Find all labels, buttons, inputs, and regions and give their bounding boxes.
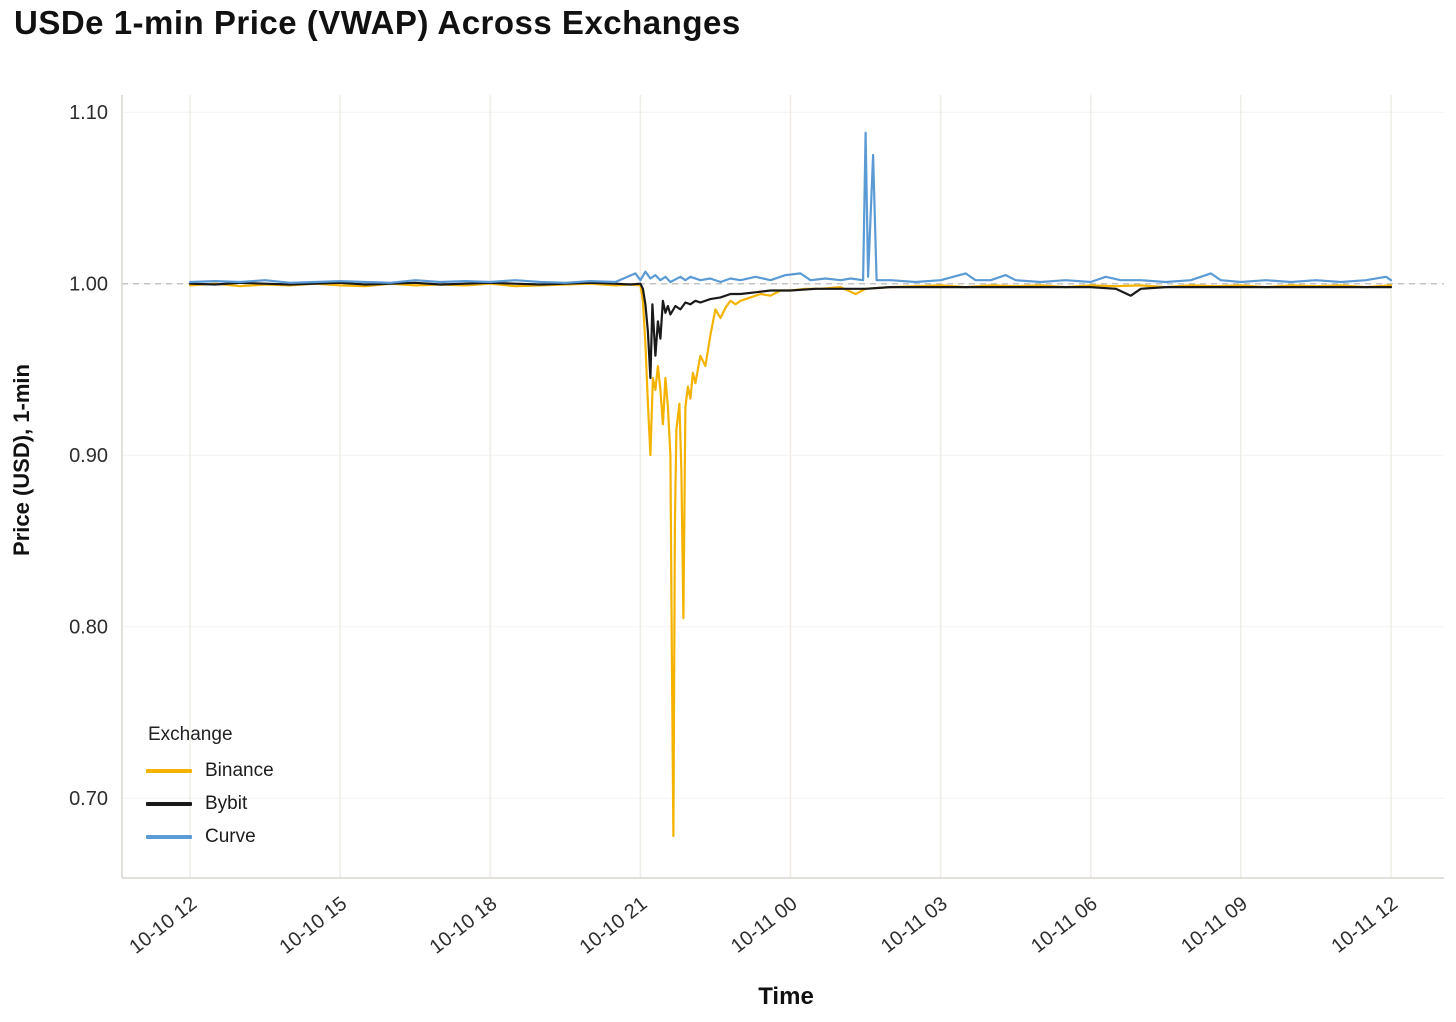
legend-swatch-bybit xyxy=(146,801,192,806)
x-tick-label-10-11-12: 10-11 12 xyxy=(1327,893,1402,958)
legend: Exchange Binance Bybit Curve xyxy=(146,724,274,853)
y-tick-label-0.80: 0.80 xyxy=(69,617,108,639)
legend-item-curve: Curve xyxy=(146,820,274,853)
x-tick-label-10-10-15: 10-10 15 xyxy=(276,893,352,959)
y-tick-label-0.90: 0.90 xyxy=(69,445,108,467)
y-tick-label-1.00: 1.00 xyxy=(69,274,108,296)
x-axis-label: Time xyxy=(758,983,814,1010)
legend-swatch-binance xyxy=(146,768,192,773)
y-tick-label-1.10: 1.10 xyxy=(69,102,108,124)
x-tick-label-10-11-00: 10-11 00 xyxy=(727,893,802,958)
legend-item-bybit: Bybit xyxy=(146,787,274,820)
legend-title: Exchange xyxy=(148,724,233,745)
legend-label: Curve xyxy=(205,825,256,847)
x-tick-label-10-10-21: 10-10 21 xyxy=(576,893,652,959)
series-line-curve xyxy=(189,131,1393,284)
x-tick-label-10-11-03: 10-11 03 xyxy=(877,893,952,958)
legend-swatch-curve xyxy=(146,834,192,839)
chart-title: USDe 1-min Price (VWAP) Across Exchanges xyxy=(14,4,741,41)
y-axis-label: Price (USD), 1-min xyxy=(9,364,34,556)
legend-label: Binance xyxy=(205,759,274,781)
x-tick-label-10-11-09: 10-11 09 xyxy=(1177,893,1252,958)
legend-items: Binance Bybit Curve xyxy=(146,754,274,853)
x-tick-label-10-10-18: 10-10 18 xyxy=(426,893,502,959)
x-tick-label-10-11-06: 10-11 06 xyxy=(1027,893,1102,958)
y-tick-label-0.70: 0.70 xyxy=(69,788,108,810)
series-line-bybit xyxy=(189,281,1393,380)
series-line-binance xyxy=(189,282,1393,838)
legend-item-binance: Binance xyxy=(146,754,274,787)
x-tick-label-10-10-12: 10-10 12 xyxy=(125,893,201,959)
legend-label: Bybit xyxy=(205,792,248,814)
